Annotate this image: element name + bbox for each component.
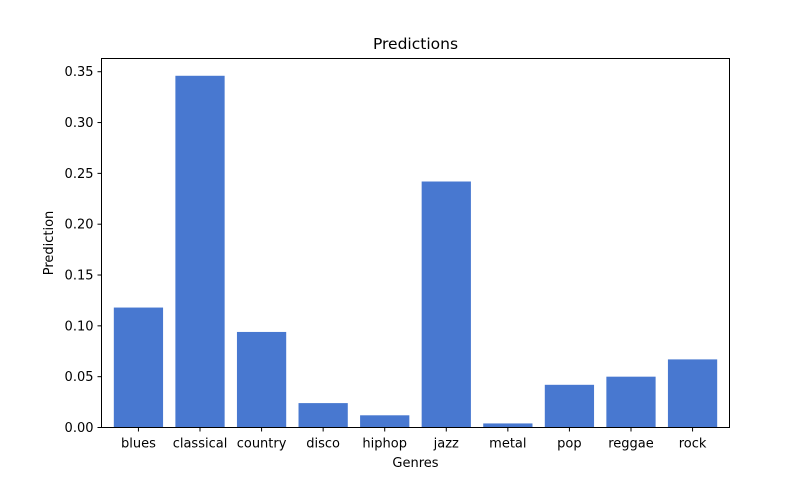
y-tick-label: 0.15 (65, 269, 94, 284)
x-tick-label: rock (679, 437, 707, 452)
x-tick-label: disco (306, 437, 340, 452)
x-tick-label: metal (489, 437, 526, 452)
x-tick-label: blues (121, 437, 156, 452)
bar-metal (483, 423, 533, 428)
bar-classical (175, 75, 225, 428)
y-tick-label: 0.10 (65, 319, 94, 334)
bar-country (236, 331, 287, 428)
x-tick-label: reggae (608, 437, 654, 452)
x-tick-label: classical (173, 437, 228, 452)
y-tick-label: 0.35 (65, 65, 94, 80)
bar-pop (544, 384, 595, 428)
bar-disco (298, 403, 348, 428)
y-tick-label: 0.05 (65, 370, 94, 385)
y-tick-label: 0.20 (65, 218, 94, 233)
y-tick-label: 0.00 (65, 421, 94, 436)
bars-group (113, 75, 718, 428)
x-tick-label: hiphop (362, 437, 407, 452)
y-axis-label: Prediction (42, 211, 57, 276)
bar-blues (113, 307, 164, 428)
x-tick-label: country (237, 437, 287, 452)
x-axis-label: Genres (392, 456, 438, 471)
plot-frame (101, 58, 730, 428)
bar-hiphop (360, 415, 410, 428)
x-axis-ticks: blues classical country disco hiphop jazz meta… (121, 427, 707, 452)
bar-reggae (606, 376, 656, 428)
y-tick-label: 0.25 (65, 167, 94, 182)
y-axis-ticks: 0.00 0.05 0.10 0.15 0.20 0.25 0.30 0.35 (65, 65, 102, 436)
bar-rock (667, 359, 718, 428)
y-tick-label: 0.30 (65, 116, 94, 131)
chart-title: Predictions (373, 35, 458, 53)
x-tick-label: pop (557, 437, 581, 452)
bar-jazz (421, 181, 471, 428)
x-tick-label: jazz (433, 437, 459, 452)
